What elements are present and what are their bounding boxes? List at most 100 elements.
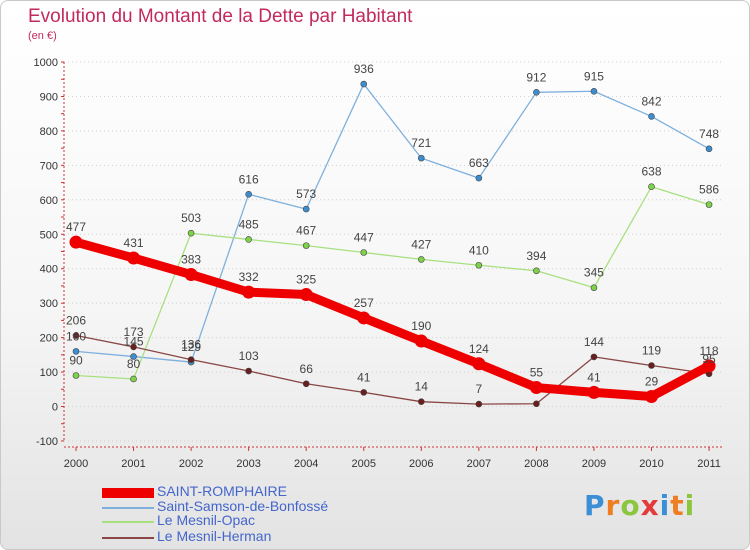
data-label: 90 [69, 353, 83, 367]
series-line-3 [75, 334, 710, 405]
data-label: 95 [702, 352, 716, 366]
data-label: 14 [415, 380, 429, 394]
data-label: 427 [411, 237, 431, 251]
data-point [414, 334, 428, 348]
data-point [645, 390, 658, 404]
x-tick-label: 2003 [236, 458, 260, 470]
data-label: 616 [239, 172, 259, 186]
data-label: 136 [181, 338, 201, 352]
y-tick-label: 600 [40, 195, 58, 207]
data-point [130, 343, 137, 351]
data-label: 124 [469, 342, 489, 356]
data-label: 129 [181, 340, 201, 354]
series-line-1 [75, 83, 710, 363]
x-tick-label: 2001 [121, 458, 145, 470]
data-label: 748 [699, 127, 719, 141]
data-point [242, 285, 256, 299]
data-point [302, 242, 310, 249]
data-label: 7 [476, 382, 483, 396]
data-point [360, 249, 368, 256]
data-point [130, 375, 137, 383]
data-point [475, 261, 483, 269]
data-point [245, 190, 252, 198]
data-point [472, 357, 486, 371]
y-tick-label: -100 [36, 436, 58, 448]
data-label: 394 [526, 249, 546, 263]
data-label: 485 [239, 217, 259, 231]
data-label: 145 [124, 335, 144, 349]
legend-swatch [102, 488, 154, 498]
data-label: 663 [469, 156, 489, 170]
data-label: 55 [530, 366, 544, 380]
x-tick-label: 2006 [409, 458, 433, 470]
data-label: 190 [411, 319, 431, 333]
y-tick-label: 900 [40, 91, 58, 103]
y-tick-label: 300 [40, 298, 58, 310]
legend-label: Le Mesnil-Opac [157, 512, 256, 528]
series-lines [69, 80, 716, 408]
data-point [299, 288, 313, 302]
legend-label: SAINT-ROMPHAIRE [157, 483, 287, 499]
x-tick-label: 2011 [697, 458, 721, 470]
data-label: 160 [66, 329, 86, 343]
data-point [702, 359, 716, 373]
data-label: 332 [239, 270, 259, 284]
x-tick-label: 2010 [639, 458, 663, 470]
data-point [184, 268, 198, 282]
data-point [417, 398, 425, 405]
data-point [187, 356, 195, 363]
data-label: 447 [354, 231, 374, 245]
data-label: 431 [124, 236, 144, 250]
data-point [245, 367, 252, 375]
x-tick-label: 2007 [467, 458, 491, 470]
legend-swatch [102, 537, 154, 539]
data-label: 912 [526, 70, 546, 84]
data-label: 206 [66, 314, 86, 328]
data-label: 103 [239, 349, 259, 363]
chart-subtitle: (en €) [28, 30, 57, 42]
proxiti-logo: Proxiti [584, 489, 696, 522]
data-label: 842 [641, 94, 661, 108]
data-point [705, 201, 713, 208]
y-tick-label: 400 [40, 264, 58, 276]
data-point [533, 400, 540, 408]
data-label: 118 [699, 344, 718, 358]
data-point [72, 332, 80, 339]
data-point [648, 183, 655, 191]
data-label: 467 [296, 224, 316, 238]
data-label: 325 [296, 273, 316, 287]
y-tick-label: 0 [52, 402, 58, 414]
chart-title: Evolution du Montant de la Dette par Hab… [28, 6, 413, 27]
y-tick-label: 800 [40, 126, 58, 138]
legend-label: Le Mesnil-Herman [157, 528, 272, 544]
data-point [705, 145, 713, 153]
grid [64, 61, 723, 442]
data-label: 503 [181, 211, 201, 225]
x-tick-label: 2005 [352, 458, 376, 470]
data-point [127, 251, 141, 265]
y-tick-label: 1000 [34, 57, 58, 69]
data-label: 41 [587, 370, 601, 384]
x-tick-label: 2009 [582, 458, 606, 470]
x-tick-label: 2004 [294, 458, 318, 470]
data-point [590, 87, 598, 95]
data-point [587, 385, 601, 399]
series-line-2 [75, 186, 710, 380]
legend-label: Saint-Samson-de-Bonfossé [157, 498, 329, 514]
data-label: 721 [411, 136, 431, 150]
data-point [648, 362, 655, 369]
data-point [533, 89, 540, 96]
legend-swatch [102, 507, 154, 509]
x-tick-label: 2008 [524, 458, 548, 470]
data-point [475, 174, 483, 182]
data-point [357, 311, 371, 325]
data-label: 257 [354, 296, 374, 310]
data-point [417, 154, 425, 162]
data-label: 173 [124, 325, 144, 339]
data-label: 410 [469, 243, 489, 257]
axes: 10009008007006005004003002001000-1002000… [34, 57, 723, 470]
data-label: 41 [357, 370, 371, 384]
